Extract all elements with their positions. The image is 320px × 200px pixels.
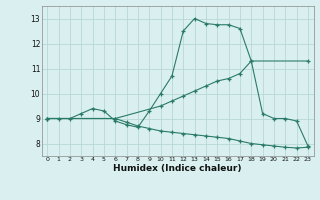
X-axis label: Humidex (Indice chaleur): Humidex (Indice chaleur) [113,164,242,173]
